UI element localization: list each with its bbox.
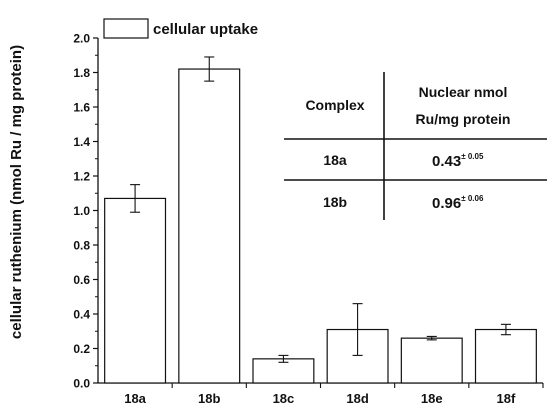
inset-header-nuclear-line1: Nuclear nmol xyxy=(419,84,508,100)
bar xyxy=(400,337,463,384)
bar xyxy=(474,328,537,384)
inset-header-nuclear-line2: Ru/mg protein xyxy=(416,111,511,127)
y-tick-label: 0.6 xyxy=(73,273,90,287)
y-axis-label: cellular ruthenium (nmol Ru / mg protein… xyxy=(8,45,25,339)
bar xyxy=(104,197,167,384)
x-tick-label: 18e xyxy=(421,391,443,406)
y-tick-label: 0.8 xyxy=(73,239,90,253)
inset-row-complex: 18b xyxy=(323,194,347,210)
bar xyxy=(252,358,315,384)
y-tick-label: 1.2 xyxy=(73,170,90,184)
x-tick-label: 18c xyxy=(273,391,295,406)
inset-row-value: 0.43± 0.05 xyxy=(432,152,484,170)
y-tick-label: 0.0 xyxy=(73,377,90,391)
y-tick-label: 1.8 xyxy=(73,66,90,80)
y-tick-label: 1.4 xyxy=(73,135,90,149)
y-tick-label: 0.4 xyxy=(73,308,90,322)
legend-label: cellular uptake xyxy=(153,21,258,38)
y-tick-label: 1.0 xyxy=(73,204,90,218)
y-tick-label: 0.2 xyxy=(73,342,90,356)
inset-header-complex: Complex xyxy=(305,97,364,113)
x-tick-label: 18a xyxy=(124,391,146,406)
inset-table: Complex Nuclear nmol Ru/mg protein 18a 0… xyxy=(284,72,547,220)
y-tick-label: 2.0 xyxy=(73,32,90,46)
x-tick-label: 18d xyxy=(346,391,368,406)
inset-row-value: 0.96± 0.06 xyxy=(432,194,484,212)
x-tick-label: 18b xyxy=(198,391,220,406)
x-tick-label: 18f xyxy=(497,391,516,406)
bar xyxy=(178,68,241,384)
legend-swatch xyxy=(103,18,149,39)
legend: cellular uptake xyxy=(103,18,258,39)
inset-row-complex: 18a xyxy=(323,152,347,168)
y-tick-label: 1.6 xyxy=(73,101,90,115)
